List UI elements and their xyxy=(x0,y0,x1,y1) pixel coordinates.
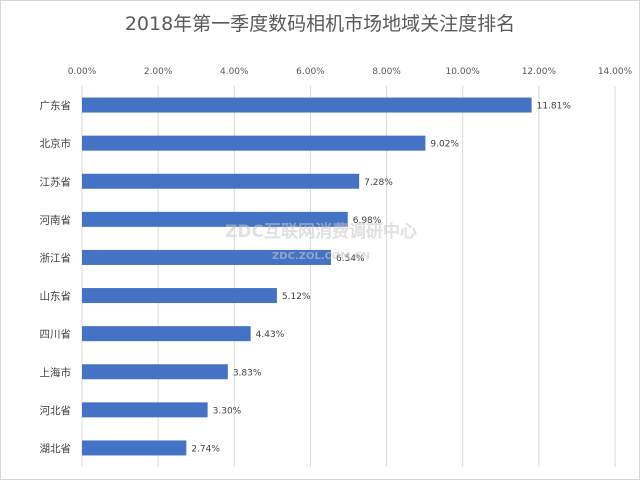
value-label: 6.98% xyxy=(353,216,382,226)
x-tick-label: 2.00% xyxy=(144,67,173,77)
category-label: 北京市 xyxy=(40,137,72,150)
watermark: ZDC互联网消费调研中心 ZDC.ZOL.COM.CN xyxy=(225,221,417,262)
value-label: 7.28% xyxy=(364,178,393,188)
value-label: 11.81% xyxy=(537,102,572,112)
value-label: 5.12% xyxy=(282,292,311,302)
category-label: 山东省 xyxy=(40,290,72,303)
bar xyxy=(82,173,360,189)
category-label: 上海市 xyxy=(40,366,72,379)
x-tick-label: 8.00% xyxy=(372,67,401,77)
x-tick-label: 14.00% xyxy=(598,67,633,77)
x-axis-ticks: 0.00% 2.00% 4.00% 6.00% 8.00% 10.00% 12.00% 14.… xyxy=(68,67,633,77)
value-label: 3.83% xyxy=(233,368,262,378)
bar xyxy=(82,364,228,380)
bar xyxy=(82,402,208,418)
chart-title: 2018年第一季度数码相机市场地域关注度排名 xyxy=(124,13,516,35)
bar xyxy=(82,326,251,342)
x-tick-label: 6.00% xyxy=(296,67,325,77)
category-label: 河北省 xyxy=(40,404,72,417)
value-label: 6.54% xyxy=(336,254,365,264)
x-tick-label: 4.00% xyxy=(220,67,249,77)
value-label: 4.43% xyxy=(256,330,285,340)
gridlines xyxy=(81,86,616,467)
x-tick-label: 10.00% xyxy=(446,67,481,77)
bar xyxy=(82,440,187,456)
x-tick-label: 0.00% xyxy=(68,67,97,77)
category-label: 广东省 xyxy=(40,99,72,112)
value-label: 9.02% xyxy=(430,140,459,150)
bar xyxy=(82,97,532,113)
category-label: 河南省 xyxy=(40,213,72,226)
x-tick-label: 12.00% xyxy=(522,67,557,77)
bar xyxy=(82,135,426,151)
category-label: 湖北省 xyxy=(40,442,72,455)
bar xyxy=(82,211,348,227)
bars xyxy=(82,97,532,456)
watermark-sub: ZDC.ZOL.COM.CN xyxy=(272,251,370,262)
category-label: 浙江省 xyxy=(40,251,72,264)
value-label: 2.74% xyxy=(191,444,220,454)
value-label: 3.30% xyxy=(213,406,242,416)
bar xyxy=(82,288,277,304)
category-label: 四川省 xyxy=(40,328,72,341)
watermark-main: ZDC互联网消费调研中心 xyxy=(225,221,417,242)
category-label: 江苏省 xyxy=(40,175,72,188)
value-labels: 11.81% 9.02% 7.28% 6.98% 6.54% 5.12% 4.43% 3.83… xyxy=(191,102,571,455)
bar xyxy=(82,249,331,265)
